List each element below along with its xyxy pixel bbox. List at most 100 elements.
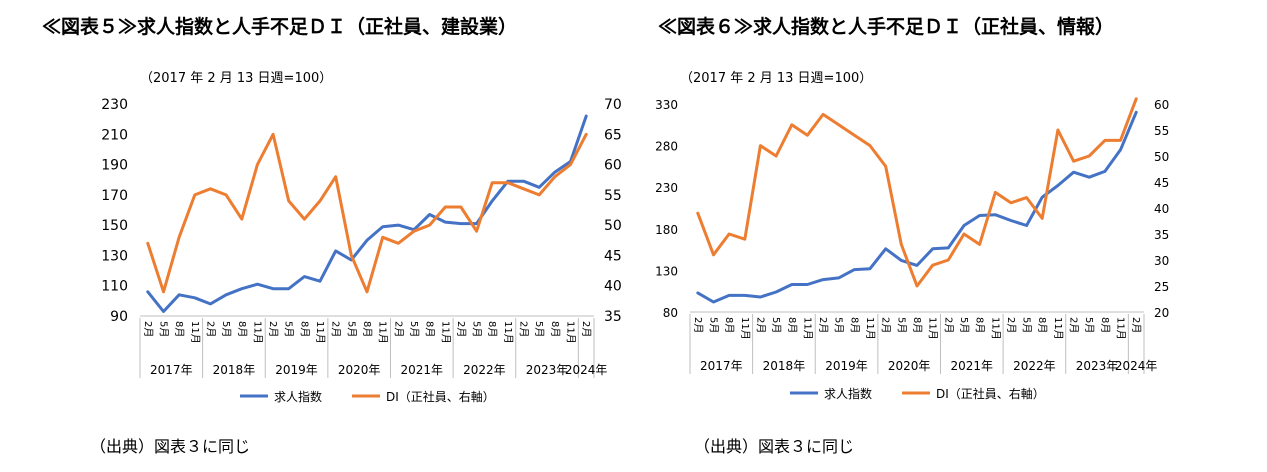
x-tick-label: 5月 <box>958 317 970 333</box>
x-tick-label: 2月 <box>392 321 404 337</box>
chart-panel-construction: ≪図表５≫求人指数と人手不足ＤＩ（正社員、建設業） （2017 年 2 月 13… <box>42 0 642 472</box>
x-tick-label: 11月 <box>1115 317 1127 340</box>
x-tick-label: 11月 <box>439 321 451 344</box>
x-tick-label: 8月 <box>974 317 986 333</box>
series-line-1 <box>696 110 1138 304</box>
y-right-tick-label: 50 <box>604 218 622 234</box>
x-tick-label: 5月 <box>833 317 845 333</box>
x-tick-label: 11月 <box>989 317 1001 340</box>
x-tick-label: 2月 <box>1068 317 1080 333</box>
x-tick-label: 11月 <box>739 317 751 340</box>
y-left-tick-label: 150 <box>101 218 128 234</box>
x-tick-label: 11月 <box>377 321 389 344</box>
legend-label: DI（正社員、右軸） <box>936 386 1045 401</box>
x-tick-label: 11月 <box>565 321 577 344</box>
x-tick-label: 2月 <box>1005 317 1017 333</box>
legend-label: 求人指数 <box>274 389 322 404</box>
source-note: （出典）図表３に同じ <box>694 437 855 456</box>
year-label: 2023年 <box>526 363 569 377</box>
y-right-tick-label: 70 <box>604 97 622 113</box>
y-left-tick-label: 90 <box>110 309 128 325</box>
x-tick-label: 5月 <box>533 321 545 337</box>
y-left-tick-label: 130 <box>101 248 128 264</box>
year-label: 2024年 <box>1115 359 1158 373</box>
year-label: 2021年 <box>951 359 994 373</box>
x-tick-label: 2月 <box>754 317 766 333</box>
year-label: 2024年 <box>565 363 608 377</box>
x-tick-label: 5月 <box>707 317 719 333</box>
y-right-tick-label: 65 <box>604 127 622 143</box>
x-tick-label: 8月 <box>549 321 561 337</box>
y-left-tick-label: 280 <box>655 140 678 154</box>
chart-title: ≪図表６≫求人指数と人手不足ＤＩ（正社員、情報） <box>658 16 1115 38</box>
year-label: 2022年 <box>1013 359 1056 373</box>
series-line-2 <box>146 132 588 294</box>
x-tick-label: 2月 <box>142 321 154 337</box>
y-left-tick-label: 210 <box>101 127 128 143</box>
y-right-tick-label: 45 <box>604 248 622 264</box>
year-label: 2019年 <box>275 363 318 377</box>
x-tick-label: 8月 <box>1099 317 1111 333</box>
x-tick-label: 2月 <box>692 317 704 333</box>
x-tick-label: 8月 <box>298 321 310 337</box>
y-right-tick-label: 60 <box>1154 98 1169 112</box>
y-left-tick-label: 180 <box>655 223 678 237</box>
x-tick-label: 8月 <box>236 321 248 337</box>
x-tick-label: 2月 <box>817 317 829 333</box>
x-tick-label: 8月 <box>424 321 436 337</box>
x-tick-label: 5月 <box>157 321 169 337</box>
y-right-tick-label: 30 <box>1154 254 1169 268</box>
y-right-tick-label: 60 <box>604 158 622 174</box>
y-right-tick-label: 45 <box>1154 176 1169 190</box>
x-tick-label: 2月 <box>580 321 592 337</box>
x-tick-label: 5月 <box>1021 317 1033 333</box>
unit-label: （2017 年 2 月 13 日週=100） <box>680 71 873 86</box>
x-tick-label: 8月 <box>361 321 373 337</box>
x-tick-label: 5月 <box>770 317 782 333</box>
x-tick-label: 11月 <box>801 317 813 340</box>
y-left-tick-label: 80 <box>663 306 678 320</box>
x-tick-label: 8月 <box>911 317 923 333</box>
x-tick-label: 11月 <box>502 321 514 344</box>
x-tick-label: 8月 <box>486 321 498 337</box>
source-note: （出典）図表３に同じ <box>90 437 251 456</box>
year-label: 2022年 <box>463 363 506 377</box>
year-label: 2021年 <box>401 363 444 377</box>
x-tick-label: 5月 <box>345 321 357 337</box>
x-tick-label: 11月 <box>1052 317 1064 340</box>
year-label: 2018年 <box>763 359 806 373</box>
x-tick-label: 11月 <box>314 321 326 344</box>
x-tick-label: 2月 <box>204 321 216 337</box>
x-tick-label: 11月 <box>189 321 201 344</box>
y-right-tick-label: 40 <box>604 279 622 295</box>
y-right-tick-label: 35 <box>604 309 622 325</box>
y-right-tick-label: 55 <box>1154 124 1169 138</box>
y-left-tick-label: 130 <box>655 264 678 278</box>
y-right-tick-label: 25 <box>1154 280 1169 294</box>
chart-title: ≪図表５≫求人指数と人手不足ＤＩ（正社員、建設業） <box>42 16 518 38</box>
x-tick-label: 2月 <box>942 317 954 333</box>
year-label: 2020年 <box>888 359 931 373</box>
x-tick-label: 8月 <box>1036 317 1048 333</box>
line-chart: 90 110 130 150 170 190 210 230 35 40 45 50 55 60 65 70 2… <box>101 97 622 404</box>
y-left-tick-label: 330 <box>655 98 678 112</box>
y-right-tick-label: 35 <box>1154 228 1169 242</box>
legend-label: 求人指数 <box>824 386 872 401</box>
x-tick-label: 2月 <box>455 321 467 337</box>
year-label: 2023年 <box>1076 359 1119 373</box>
y-right-tick-label: 40 <box>1154 202 1169 216</box>
y-left-tick-label: 170 <box>101 188 128 204</box>
y-left-tick-label: 230 <box>655 181 678 195</box>
x-tick-label: 8月 <box>786 317 798 333</box>
unit-label: （2017 年 2 月 13 日週=100） <box>140 71 333 86</box>
x-tick-label: 2月 <box>880 317 892 333</box>
x-tick-label: 5月 <box>895 317 907 333</box>
x-tick-label: 8月 <box>723 317 735 333</box>
y-right-tick-label: 50 <box>1154 150 1169 164</box>
chart-panel-information: ≪図表６≫求人指数と人手不足ＤＩ（正社員、情報） （2017 年 2 月 13 … <box>652 0 1252 472</box>
x-tick-label: 11月 <box>251 321 263 344</box>
x-tick-label: 2月 <box>518 321 530 337</box>
y-right-tick-label: 55 <box>604 188 622 204</box>
x-tick-label: 5月 <box>1083 317 1095 333</box>
year-label: 2020年 <box>338 363 381 377</box>
